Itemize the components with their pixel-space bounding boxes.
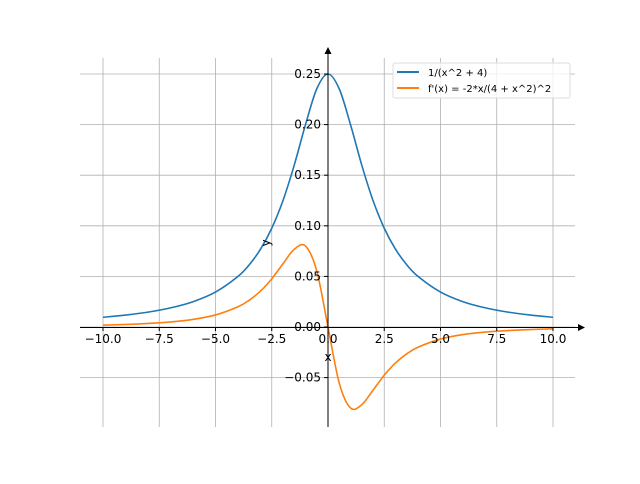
x-tick-label: 7.5 [487,332,506,346]
axes [80,47,585,427]
x-tick-label: −2.5 [257,332,286,346]
y-axis-arrow-icon [324,47,332,54]
legend-label-1: 1/(x^2 + 4) [428,68,487,79]
x-tick-label: 2.5 [375,332,394,346]
y-tick-label: −0.05 [284,371,321,385]
x-tick-label: −5.0 [201,332,230,346]
x-axis-arrow-icon [578,324,585,331]
x-tick-label: −7.5 [145,332,174,346]
x-tick-label: 10.0 [540,332,567,346]
y-axis-label: y [259,239,273,246]
legend-box [392,62,571,99]
ticks: −10.0 −7.5 −5.0 −2.5 0.0 2.5 5.0 7.5 10.0 −0.05 0.… [85,67,567,385]
x-tick-label: −10.0 [85,332,122,346]
x-tick-label: 0.0 [318,332,337,346]
legend: 1/(x^2 + 4) f'(x) = -2*x/(4 + x^2)^2 [392,62,571,99]
y-tick-label: 0.05 [294,269,321,283]
y-tick-label: 0.20 [294,118,321,132]
y-tick-label: 0.15 [294,168,321,182]
y-tick-label: 0.10 [294,219,321,233]
x-axis-label: x [324,350,331,364]
y-tick-label: 0.00 [294,320,321,334]
legend-label-2: f'(x) = -2*x/(4 + x^2)^2 [428,84,551,95]
y-tick-label: 0.25 [294,67,321,81]
x-tick-label: 5.0 [431,332,450,346]
